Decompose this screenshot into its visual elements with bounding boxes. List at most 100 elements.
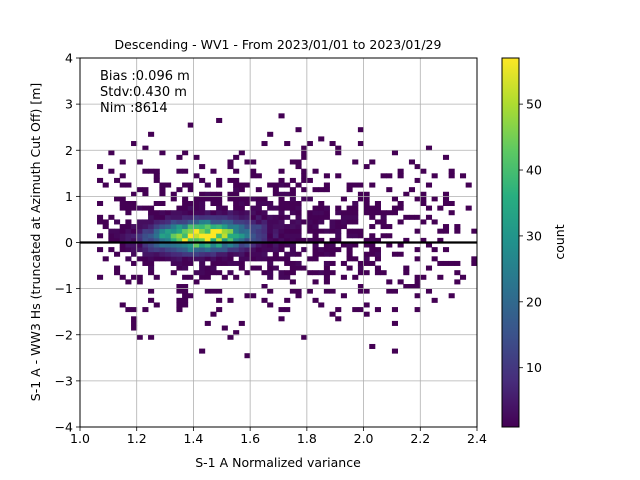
heatmap-cell bbox=[278, 242, 285, 248]
heatmap-cell bbox=[369, 182, 376, 188]
heatmap-cell bbox=[97, 233, 104, 239]
heatmap-cell bbox=[414, 256, 421, 262]
heatmap-cell bbox=[289, 288, 296, 294]
heatmap-cell bbox=[204, 256, 211, 262]
heatmap-cell bbox=[397, 242, 404, 248]
heatmap-cell bbox=[340, 242, 347, 248]
heatmap-cell bbox=[227, 191, 234, 197]
heatmap-cell bbox=[284, 191, 291, 197]
heatmap-cell bbox=[182, 168, 189, 174]
heatmap-cell bbox=[471, 260, 477, 266]
heatmap-cell bbox=[352, 200, 359, 206]
heatmap-cell bbox=[182, 214, 189, 220]
heatmap-cell bbox=[357, 141, 364, 147]
heatmap-cell bbox=[386, 210, 393, 216]
heatmap-cell bbox=[204, 191, 211, 197]
heatmap-cell bbox=[386, 224, 393, 230]
heatmap-cell bbox=[289, 205, 296, 211]
heatmap-cell bbox=[380, 224, 387, 230]
heatmap-cell bbox=[233, 214, 240, 220]
heatmap-cell bbox=[204, 237, 211, 243]
heatmap-cell bbox=[335, 145, 342, 151]
heatmap-cell bbox=[238, 205, 245, 211]
heatmap-cell bbox=[227, 247, 234, 253]
heatmap-cell bbox=[335, 150, 342, 156]
heatmap-cell bbox=[284, 297, 291, 303]
heatmap-cell bbox=[357, 288, 364, 294]
heatmap-cell bbox=[176, 154, 183, 160]
heatmap-cell bbox=[182, 196, 189, 202]
heatmap-cell bbox=[335, 247, 342, 253]
heatmap-cell bbox=[363, 311, 370, 317]
heatmap-cell bbox=[238, 224, 245, 230]
heatmap-cell bbox=[165, 256, 172, 262]
heatmap-cell bbox=[374, 237, 381, 243]
heatmap-cell bbox=[119, 173, 126, 179]
heatmap-cell bbox=[210, 237, 217, 243]
heatmap-cell bbox=[380, 270, 387, 276]
x-tick-label: 2.0 bbox=[354, 431, 374, 446]
heatmap-cell bbox=[312, 247, 319, 253]
heatmap-cell bbox=[369, 251, 376, 257]
heatmap-cell bbox=[357, 196, 364, 202]
heatmap-cell bbox=[176, 219, 183, 225]
heatmap-cell bbox=[148, 210, 155, 216]
heatmap-cell bbox=[142, 237, 149, 243]
heatmap-cell bbox=[148, 251, 155, 257]
heatmap-cell bbox=[437, 274, 444, 280]
heatmap-cell bbox=[391, 288, 398, 294]
heatmap-cell bbox=[250, 228, 257, 234]
heatmap-cell bbox=[210, 251, 217, 257]
heatmap-cell bbox=[414, 228, 421, 234]
y-tick-label: 1 bbox=[65, 189, 73, 204]
heatmap-cell bbox=[329, 260, 336, 266]
heatmap-cell bbox=[233, 274, 240, 280]
heatmap-cell bbox=[340, 196, 347, 202]
heatmap-cell bbox=[142, 145, 149, 151]
heatmap-cell bbox=[301, 154, 308, 160]
heatmap-cell bbox=[216, 256, 223, 262]
heatmap-cell bbox=[182, 274, 189, 280]
heatmap-cell bbox=[238, 320, 245, 326]
heatmap-cell bbox=[318, 187, 325, 193]
heatmap-cell bbox=[357, 182, 364, 188]
heatmap-cell bbox=[170, 191, 177, 197]
heatmap-cell bbox=[295, 210, 302, 216]
heatmap-cell bbox=[182, 284, 189, 290]
heatmap-cell bbox=[295, 164, 302, 170]
heatmap-cell bbox=[369, 247, 376, 253]
heatmap-cell bbox=[159, 256, 166, 262]
heatmap-cell bbox=[250, 224, 257, 230]
heatmap-cell bbox=[182, 265, 189, 271]
heatmap-cell bbox=[374, 200, 381, 206]
heatmap-cell bbox=[346, 210, 353, 216]
heatmap-cell bbox=[227, 297, 234, 303]
x-tick-label: 1.4 bbox=[183, 431, 203, 446]
heatmap-cell bbox=[131, 224, 138, 230]
heatmap-cell bbox=[267, 131, 274, 137]
heatmap-cell bbox=[119, 247, 126, 253]
heatmap-cell bbox=[153, 233, 160, 239]
heatmap-cell bbox=[346, 265, 353, 271]
heatmap-cell bbox=[363, 200, 370, 206]
heatmap-cell bbox=[374, 251, 381, 257]
heatmap-cell bbox=[335, 316, 342, 322]
heatmap-cell bbox=[176, 284, 183, 290]
heatmap-cell bbox=[210, 219, 217, 225]
heatmap-cell bbox=[199, 200, 206, 206]
heatmap-cell bbox=[170, 233, 177, 239]
heatmap-cell bbox=[272, 251, 279, 257]
heatmap-cell bbox=[301, 196, 308, 202]
heatmap-cell bbox=[312, 237, 319, 243]
heatmap-cell bbox=[227, 164, 234, 170]
heatmap-cell bbox=[148, 219, 155, 225]
heatmap-cell bbox=[233, 205, 240, 211]
heatmap-cell bbox=[255, 173, 262, 179]
heatmap-cell bbox=[142, 233, 149, 239]
heatmap-cell bbox=[233, 260, 240, 266]
heatmap-cell bbox=[204, 274, 211, 280]
heatmap-cell bbox=[329, 242, 336, 248]
heatmap-cell bbox=[182, 256, 189, 262]
heatmap-cell bbox=[204, 251, 211, 257]
heatmap-cell bbox=[193, 228, 200, 234]
